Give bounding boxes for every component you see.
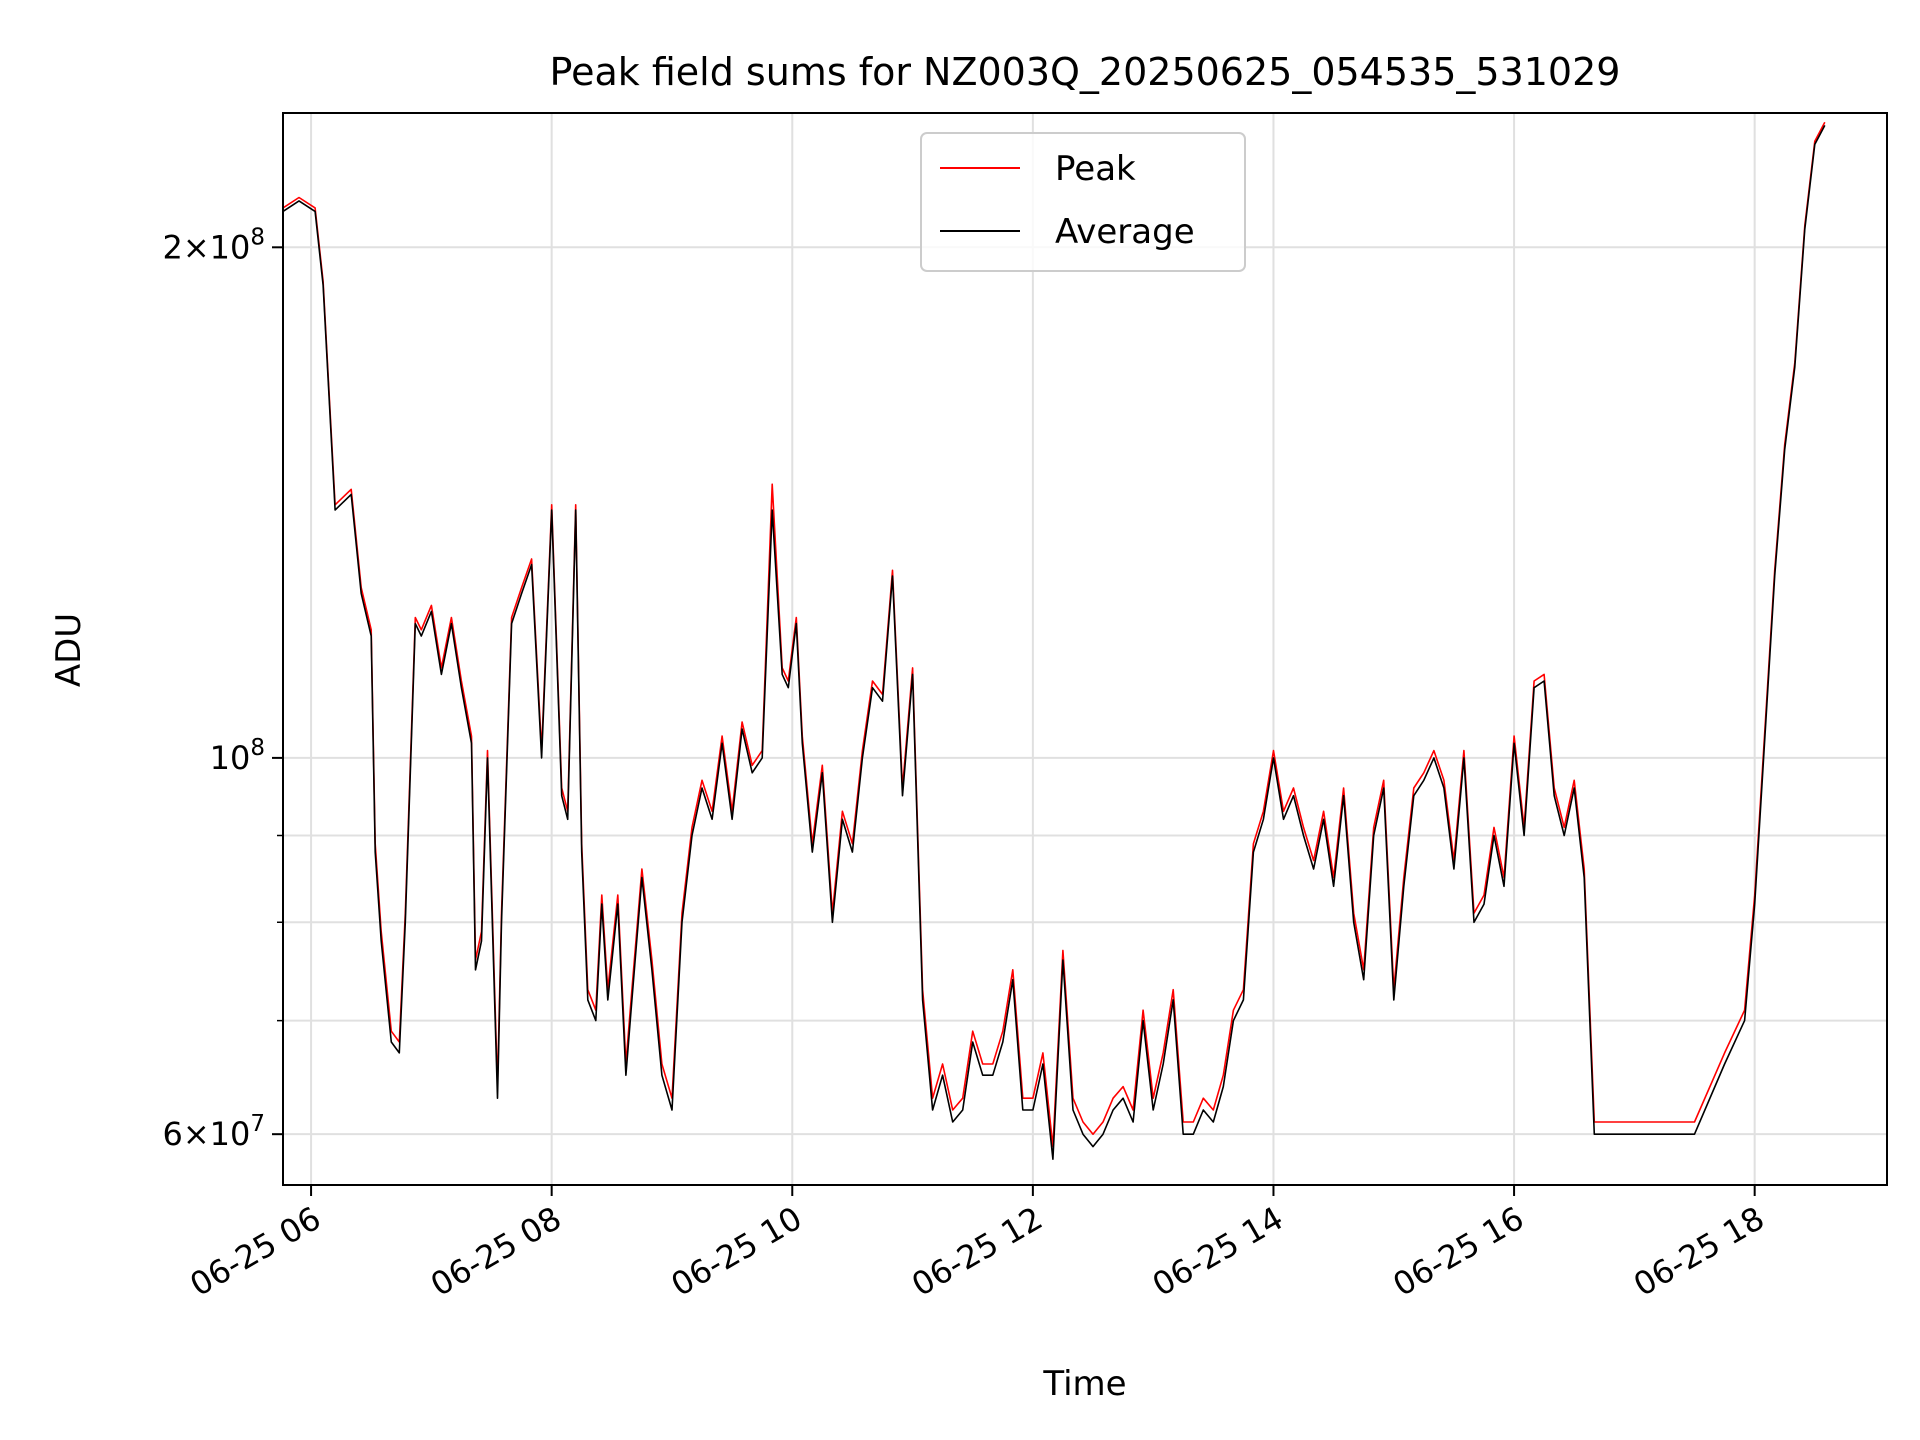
series-line-peak	[282, 121, 1826, 1148]
y-tick-label-exponent: 7	[250, 1111, 265, 1137]
y-tick-label-exponent: 8	[250, 224, 265, 250]
x-axis-label: Time	[1042, 1364, 1126, 1404]
y-tick-label-base: 10	[210, 739, 251, 777]
y-tick-label: 2×108	[162, 224, 265, 266]
y-axis-label: ADU	[49, 613, 89, 687]
series-line-average	[282, 125, 1826, 1160]
plot-series	[282, 121, 1826, 1160]
chart-title: Peak field sums for NZ003Q_20250625_0545…	[550, 50, 1621, 94]
y-tick-label-base: 6×10	[162, 1115, 250, 1153]
y-tick-label-base: 2×10	[162, 228, 250, 266]
legend: Peak Average	[920, 132, 1246, 272]
legend-label-average: Average	[1055, 212, 1195, 252]
y-tick-label: 108	[210, 735, 265, 777]
legend-label-peak: Peak	[1055, 149, 1136, 189]
y-tick-label-exponent: 8	[250, 735, 265, 761]
plot-area-frame	[282, 112, 1888, 1186]
y-tick-label: 6×107	[162, 1111, 265, 1153]
